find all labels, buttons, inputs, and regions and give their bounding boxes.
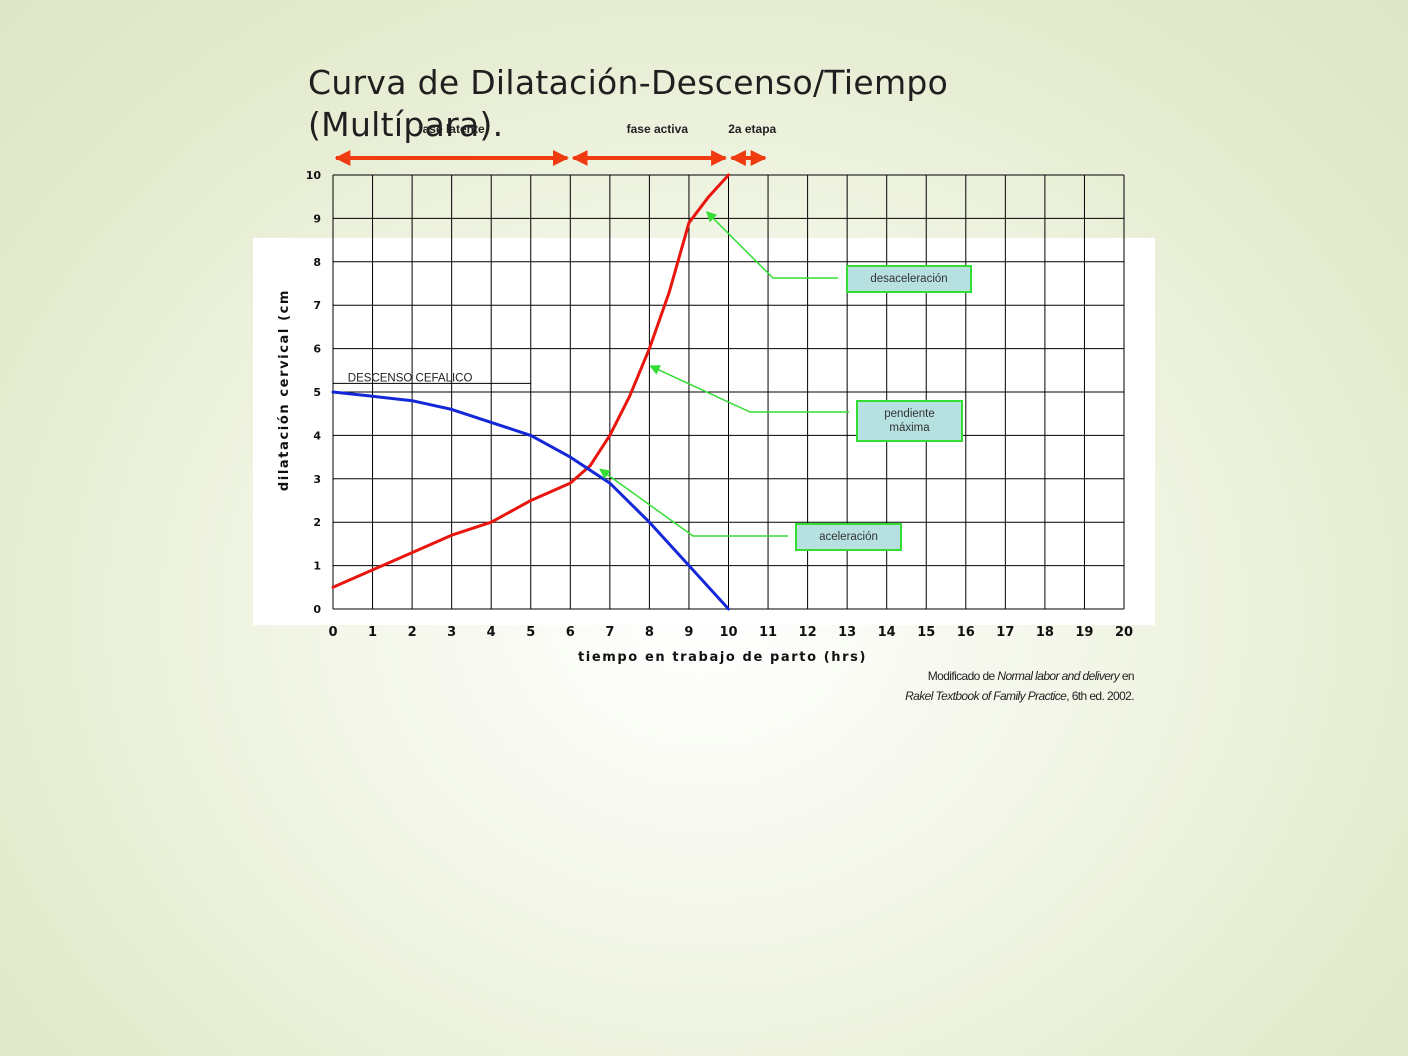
- x-tick-label: 19: [1075, 625, 1093, 640]
- aceleracion-arrow: [599, 468, 788, 537]
- x-tick-label: 17: [996, 625, 1014, 640]
- credit-chapter: Normal labor and delivery: [997, 669, 1120, 683]
- aceleracion-text: aceleración: [819, 531, 878, 543]
- chart-panel-background: [253, 238, 1155, 625]
- y-tick-label: 6: [313, 343, 321, 356]
- x-tick-label: 16: [957, 625, 975, 640]
- x-tick-label: 0: [328, 625, 337, 640]
- x-tick-label: 14: [878, 625, 896, 640]
- x-tick-label: 13: [838, 625, 856, 640]
- phase-label: fase activa: [627, 122, 689, 136]
- phase-arrows: fase latente fase activa 2a etapa: [334, 122, 777, 166]
- y-tick-label: 9: [313, 212, 321, 225]
- phase-label: 2a etapa: [728, 122, 776, 136]
- x-tick-label: 8: [645, 625, 654, 640]
- y-tick-label: 3: [313, 473, 321, 486]
- x-tick-label: 7: [605, 625, 614, 640]
- credit-prefix: Modificado de: [927, 669, 998, 683]
- x-tick-label: 18: [1036, 625, 1054, 640]
- x-tick-label: 6: [566, 625, 575, 640]
- y-tick-label: 5: [313, 386, 321, 399]
- title-line-2: (Multípara).: [308, 105, 504, 144]
- x-tick-label: 1: [368, 625, 377, 640]
- x-tick-label: 3: [447, 625, 456, 640]
- y-tick-label: 7: [313, 299, 321, 312]
- x-tick-label: 2: [408, 625, 417, 640]
- y-tick-label: 0: [313, 603, 321, 616]
- desaceleracion-label: desaceleración: [846, 265, 972, 293]
- y-tick-label: 8: [313, 256, 321, 269]
- slide-title: Curva de Dilatación-Descenso/Tiempo (Mul…: [308, 62, 1028, 146]
- pendiente-maxima-label: pendiente máxima: [856, 400, 963, 442]
- x-tick-label: 10: [719, 625, 737, 640]
- title-line-1: Curva de Dilatación-Descenso/Tiempo: [308, 63, 949, 102]
- y-tick-label: 4: [313, 429, 321, 442]
- aceleracion-label: aceleración: [795, 523, 902, 551]
- source-credit: Modificado de Normal labor and delivery …: [905, 666, 1135, 706]
- y-tick-label: 2: [313, 516, 321, 529]
- phase-label: fase latente: [419, 122, 485, 136]
- x-tick-label: 9: [684, 625, 693, 640]
- credit-line-2: Rakel Textbook of Family Practice, 6th e…: [905, 686, 1135, 706]
- pendiente-text: pendiente: [884, 408, 935, 420]
- credit-edition: , 6th ed. 2002.: [1066, 689, 1134, 703]
- x-tick-label: 4: [487, 625, 496, 640]
- x-tick-label: 5: [526, 625, 535, 640]
- credit-book: Rakel Textbook of Family Practice: [905, 689, 1067, 703]
- x-tick-label: 15: [917, 625, 935, 640]
- x-tick-label: 12: [799, 625, 817, 640]
- chart-series: DESCENSO CEFALICO: [331, 173, 730, 611]
- pendiente-arrow: [649, 365, 849, 413]
- desaceleracion-text: desaceleración: [870, 273, 948, 285]
- x-tick-label: 11: [759, 625, 777, 640]
- annotation-arrows: [599, 211, 849, 537]
- x-tick-label: 20: [1115, 625, 1133, 640]
- desaceleracion-arrow: [706, 211, 838, 279]
- credit-en: en: [1119, 669, 1135, 683]
- y-tick-label: 10: [306, 169, 322, 182]
- credit-line-1: Modificado de Normal labor and delivery …: [905, 666, 1135, 686]
- y-tick-label: 1: [313, 560, 321, 573]
- y-axis-title: dilatación cervical (cm: [277, 289, 292, 491]
- x-axis-title: tiempo en trabajo de parto (hrs): [578, 650, 867, 665]
- maxima-text: máxima: [889, 422, 930, 434]
- descent-series-label: DESCENSO CEFALICO: [348, 373, 473, 385]
- chart-grid: [332, 174, 1125, 610]
